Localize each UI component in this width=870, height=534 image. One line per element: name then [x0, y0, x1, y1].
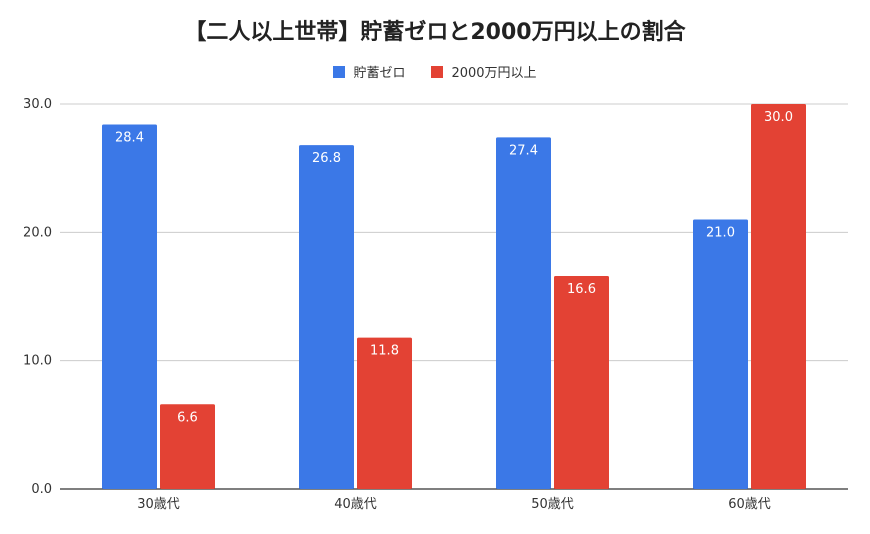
bar-0-3: [693, 219, 748, 489]
legend-label-series-1: 2000万円以上: [451, 66, 537, 81]
x-tick-label-2: 50歳代: [531, 497, 574, 512]
y-tick-label-1: 10.0: [23, 354, 52, 369]
bar-label-0-2: 27.4: [509, 143, 538, 158]
x-tick-label-3: 60歳代: [728, 497, 771, 512]
bar-0-2: [496, 137, 551, 489]
bar-label-1-2: 16.6: [567, 282, 596, 297]
chart-legend: 貯蓄ゼロ 2000万円以上: [0, 62, 870, 81]
bar-1-2: [554, 275, 609, 489]
legend-item-series-0: 貯蓄ゼロ: [333, 62, 405, 81]
bar-0-1: [299, 145, 354, 490]
bar-label-1-3: 30.0: [764, 110, 793, 125]
bar-0-0: [102, 124, 157, 490]
bar-1-3: [751, 104, 806, 489]
chart-title: 【二人以上世帯】貯蓄ゼロと2000万円以上の割合: [184, 20, 686, 45]
y-tick-label-2: 20.0: [23, 225, 52, 240]
x-tick-label-0: 30歳代: [137, 497, 180, 512]
legend-item-series-1: 2000万円以上: [431, 62, 537, 81]
bar-1-0: [160, 404, 215, 489]
bar-label-1-0: 6.6: [177, 410, 198, 425]
legend-swatch-series-1: [431, 65, 444, 78]
x-tick-label-1: 40歳代: [334, 497, 377, 512]
bar-label-0-3: 21.0: [706, 226, 735, 241]
legend-label-series-0: 貯蓄ゼロ: [353, 66, 406, 81]
bar-label-1-1: 11.8: [370, 344, 399, 359]
legend-swatch-series-0: [333, 65, 346, 78]
bar-label-0-0: 28.4: [115, 131, 144, 146]
y-tick-label-3: 30.0: [23, 97, 52, 112]
bar-1-1: [357, 337, 412, 489]
y-tick-label-0: 0.0: [31, 482, 52, 497]
bar-label-0-1: 26.8: [312, 151, 341, 166]
